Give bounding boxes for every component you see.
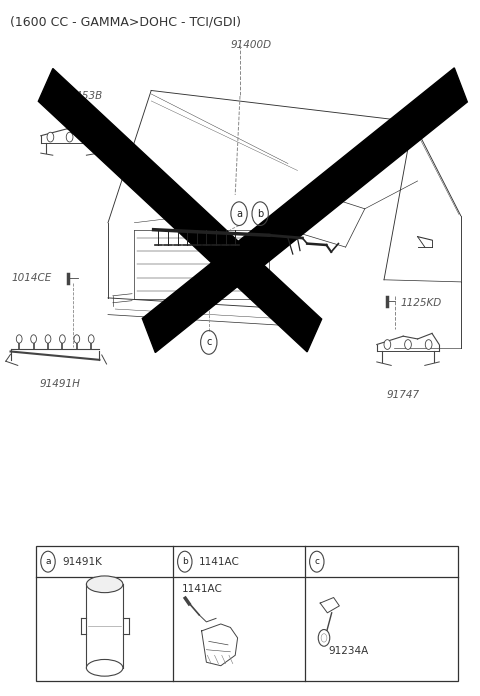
Circle shape: [88, 335, 94, 343]
Text: a: a: [45, 557, 51, 566]
Circle shape: [425, 340, 432, 349]
Bar: [36, 546, 458, 681]
Circle shape: [66, 132, 73, 142]
Text: b: b: [182, 557, 188, 566]
Circle shape: [45, 335, 51, 343]
Circle shape: [60, 335, 65, 343]
Text: b: b: [257, 209, 264, 219]
Text: 91453B: 91453B: [62, 91, 103, 101]
Text: 91234A: 91234A: [329, 647, 369, 656]
Ellipse shape: [86, 576, 123, 593]
Text: c: c: [314, 557, 319, 566]
Text: a: a: [236, 209, 242, 219]
Ellipse shape: [86, 660, 123, 677]
Text: 1125KD: 1125KD: [401, 298, 442, 308]
Circle shape: [405, 340, 411, 349]
Circle shape: [31, 335, 36, 343]
Text: 91400D: 91400D: [230, 40, 272, 50]
Circle shape: [47, 132, 54, 142]
Text: 91491H: 91491H: [39, 379, 80, 388]
Polygon shape: [142, 68, 468, 352]
Circle shape: [318, 629, 330, 646]
Circle shape: [16, 335, 22, 343]
Text: (1600 CC - GAMMA>DOHC - TCI/GDI): (1600 CC - GAMMA>DOHC - TCI/GDI): [10, 15, 240, 29]
Text: 91747: 91747: [386, 390, 420, 400]
Text: 1141AC: 1141AC: [199, 557, 240, 567]
Text: 1014CE: 1014CE: [12, 274, 52, 283]
Text: 91491K: 91491K: [62, 557, 102, 567]
Polygon shape: [38, 68, 322, 352]
Text: c: c: [206, 338, 212, 347]
Text: 1141AC: 1141AC: [181, 584, 222, 594]
Circle shape: [74, 335, 80, 343]
Circle shape: [384, 340, 391, 349]
Circle shape: [85, 132, 92, 142]
